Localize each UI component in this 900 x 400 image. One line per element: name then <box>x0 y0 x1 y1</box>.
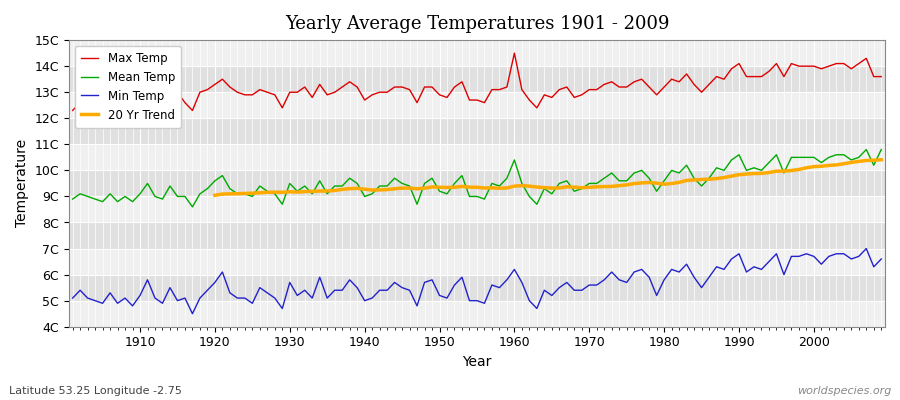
Mean Temp <box>607 170 617 175</box>
Mean Temp <box>127 199 138 204</box>
Min Temp <box>187 311 198 316</box>
Bar <box>69 196 885 222</box>
20 Yr Trend <box>778 169 789 174</box>
Mean Temp <box>861 147 872 152</box>
Bar <box>69 248 885 275</box>
Bar <box>69 40 885 66</box>
20 Yr Trend <box>876 157 886 162</box>
20 Yr Trend <box>763 170 774 175</box>
Mean Temp <box>876 147 886 152</box>
20 Yr Trend <box>300 189 310 194</box>
Text: Latitude 53.25 Longitude -2.75: Latitude 53.25 Longitude -2.75 <box>9 386 182 396</box>
Mean Temp <box>345 176 356 181</box>
Min Temp <box>345 278 356 282</box>
Max Temp <box>127 100 138 105</box>
Max Temp <box>337 85 347 90</box>
Bar <box>69 170 885 196</box>
20 Yr Trend <box>411 186 422 191</box>
Min Temp <box>127 304 138 308</box>
Min Temp <box>861 246 872 251</box>
Min Temp <box>607 270 617 274</box>
20 Yr Trend <box>846 160 857 165</box>
Bar <box>69 275 885 301</box>
Bar <box>69 222 885 248</box>
Y-axis label: Temperature: Temperature <box>15 139 29 228</box>
Max Temp <box>292 90 302 95</box>
Max Temp <box>607 79 617 84</box>
Max Temp <box>68 108 78 113</box>
X-axis label: Year: Year <box>463 355 491 369</box>
Min Temp <box>300 288 310 293</box>
Min Temp <box>517 280 527 285</box>
Max Temp <box>517 87 527 92</box>
Bar <box>69 301 885 327</box>
Line: 20 Yr Trend: 20 Yr Trend <box>215 160 881 195</box>
Mean Temp <box>509 158 520 162</box>
Min Temp <box>509 267 520 272</box>
Bar <box>69 144 885 170</box>
Min Temp <box>68 296 78 300</box>
Bar <box>69 66 885 92</box>
Line: Max Temp: Max Temp <box>73 53 881 110</box>
Text: worldspecies.org: worldspecies.org <box>796 386 891 396</box>
Max Temp <box>501 85 512 90</box>
Mean Temp <box>517 181 527 186</box>
Min Temp <box>876 256 886 261</box>
Line: Min Temp: Min Temp <box>73 248 881 314</box>
Line: Mean Temp: Mean Temp <box>73 150 881 207</box>
Title: Yearly Average Temperatures 1901 - 2009: Yearly Average Temperatures 1901 - 2009 <box>284 15 670 33</box>
Mean Temp <box>300 184 310 188</box>
Max Temp <box>876 74 886 79</box>
Bar <box>69 118 885 144</box>
Legend: Max Temp, Mean Temp, Min Temp, 20 Yr Trend: Max Temp, Mean Temp, Min Temp, 20 Yr Tre… <box>75 46 181 128</box>
Bar <box>69 92 885 118</box>
20 Yr Trend <box>210 193 220 198</box>
20 Yr Trend <box>674 180 685 185</box>
Max Temp <box>509 51 520 56</box>
Mean Temp <box>68 197 78 202</box>
Mean Temp <box>187 204 198 209</box>
